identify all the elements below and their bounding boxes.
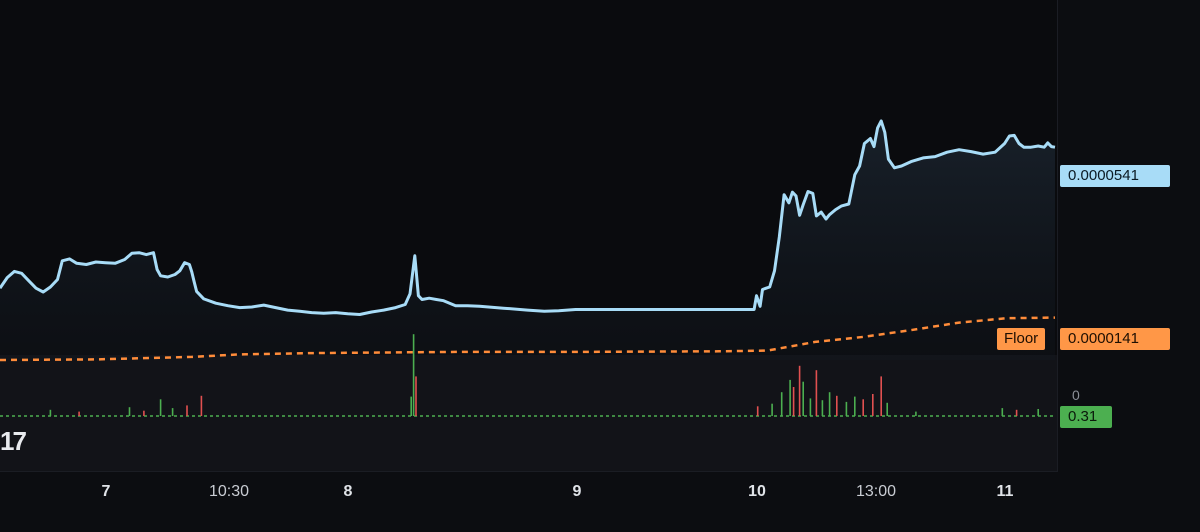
volume-bar: [410, 396, 412, 416]
floor-series-line[interactable]: [0, 316, 1056, 362]
x-tick-label: 13:00: [855, 483, 897, 500]
volume-bar: [200, 395, 203, 416]
volume-bar: [872, 394, 874, 416]
volume-bar: [49, 409, 52, 416]
volume-bar: [415, 376, 417, 416]
x-tick-label: 10: [748, 483, 766, 500]
volume-bar: [798, 365, 801, 416]
volume-bar: [809, 398, 812, 416]
volume-bar: [802, 381, 804, 416]
volume-bar: [821, 400, 824, 416]
price-area-fill: [0, 121, 1055, 360]
volume-bar: [815, 370, 818, 416]
volume-bar: [186, 405, 188, 416]
last-price-tag: 0.0000541: [1060, 165, 1170, 187]
volume-bar: [412, 334, 415, 416]
x-tick-label: 9: [572, 483, 582, 500]
volume-zero-label: 0: [1072, 387, 1080, 403]
volume-bar: [836, 395, 838, 416]
volume-bar: [880, 376, 882, 416]
volume-bar: [143, 410, 145, 416]
price-series-line[interactable]: [0, 119, 1056, 316]
volume-bar: [1037, 409, 1039, 416]
tradingview-logo[interactable]: 17: [0, 426, 27, 456]
volume-bar: [128, 407, 131, 416]
volume-bar: [792, 387, 795, 416]
volume-bar: [1001, 408, 1004, 416]
volume-value-tag: 0.31: [1060, 406, 1112, 428]
x-tick-label: 8: [343, 483, 353, 500]
volume-bar: [171, 408, 174, 416]
x-tick-label: 10:30: [208, 483, 250, 500]
volume-bar: [845, 401, 848, 416]
x-tick-label: 11: [996, 483, 1014, 500]
volume-bar: [915, 411, 917, 416]
volume-bar: [771, 403, 773, 416]
x-tick-label: 7: [101, 483, 111, 500]
volume-bar: [780, 392, 783, 416]
volume-bar: [789, 379, 791, 416]
volume-bar: [886, 402, 888, 416]
volume-bar: [159, 399, 162, 416]
floor-label: Floor: [997, 328, 1046, 350]
volume-bar: [756, 406, 759, 416]
volume-bar: [854, 396, 856, 416]
volume-bar: [828, 392, 831, 416]
volume-bar: [862, 399, 864, 416]
volume-bar: [1015, 409, 1018, 416]
floor-price-tag: 0.0000141: [1060, 328, 1170, 350]
volume-bar: [78, 411, 80, 416]
